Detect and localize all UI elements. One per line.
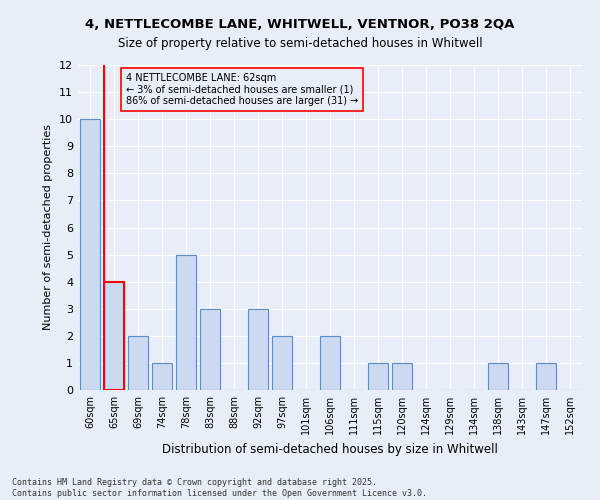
Text: 4 NETTLECOMBE LANE: 62sqm
← 3% of semi-detached houses are smaller (1)
86% of se: 4 NETTLECOMBE LANE: 62sqm ← 3% of semi-d… — [126, 73, 358, 106]
Bar — [104, 282, 124, 390]
Bar — [152, 363, 172, 390]
Bar — [80, 119, 100, 390]
X-axis label: Distribution of semi-detached houses by size in Whitwell: Distribution of semi-detached houses by … — [162, 442, 498, 456]
Bar — [320, 336, 340, 390]
Bar — [248, 308, 268, 390]
Bar — [200, 308, 220, 390]
Bar — [176, 254, 196, 390]
Text: Size of property relative to semi-detached houses in Whitwell: Size of property relative to semi-detach… — [118, 38, 482, 51]
Bar — [368, 363, 388, 390]
Y-axis label: Number of semi-detached properties: Number of semi-detached properties — [43, 124, 53, 330]
Bar — [536, 363, 556, 390]
Text: 4, NETTLECOMBE LANE, WHITWELL, VENTNOR, PO38 2QA: 4, NETTLECOMBE LANE, WHITWELL, VENTNOR, … — [85, 18, 515, 30]
Bar — [392, 363, 412, 390]
Text: Contains HM Land Registry data © Crown copyright and database right 2025.
Contai: Contains HM Land Registry data © Crown c… — [12, 478, 427, 498]
Bar — [272, 336, 292, 390]
Bar — [128, 336, 148, 390]
Bar — [488, 363, 508, 390]
